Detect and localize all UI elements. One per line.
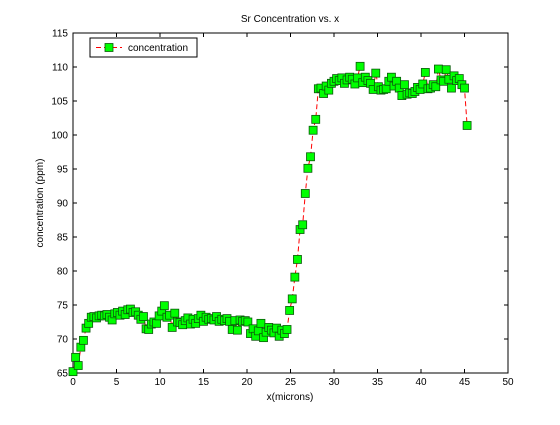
data-point — [462, 121, 472, 130]
x-tick-label: 45 — [459, 377, 471, 388]
chart-title: Sr Concentration vs. x — [241, 14, 339, 25]
y-tick-label: 90 — [57, 199, 69, 210]
data-point — [290, 272, 300, 282]
data-point — [298, 220, 308, 230]
data-point — [71, 352, 81, 362]
axes-box — [72, 32, 509, 374]
x-tick-label: 10 — [154, 377, 166, 388]
x-tick-label: 5 — [114, 377, 120, 388]
x-axis-label: x(microns) — [267, 392, 314, 403]
x-tick-label: 50 — [502, 377, 514, 388]
data-point — [293, 255, 302, 264]
y-tick-label: 75 — [57, 301, 69, 312]
y-tick-label: 115 — [52, 29, 68, 40]
x-tick-label: 0 — [70, 377, 76, 388]
data-point — [355, 61, 365, 71]
x-tick-label: 40 — [415, 377, 427, 388]
y-tick-label: 110 — [52, 63, 68, 74]
y-tick-label: 65 — [57, 369, 69, 380]
data-point — [167, 323, 177, 332]
x-tick-label: 30 — [328, 377, 340, 388]
x-tick-label: 25 — [285, 377, 297, 388]
y-axis-label: concentration (ppm) — [35, 159, 46, 248]
data-point — [308, 125, 318, 135]
data-point — [441, 65, 451, 75]
data-point — [303, 163, 313, 173]
data-point — [152, 318, 161, 328]
y-tick-label: 85 — [57, 233, 69, 244]
data-point — [170, 308, 180, 318]
legend-box — [89, 37, 198, 58]
x-tick-label: 20 — [241, 377, 253, 388]
data-point — [233, 325, 242, 335]
data-point — [139, 312, 148, 321]
data-point — [371, 68, 381, 78]
y-tick-label: 95 — [57, 165, 69, 176]
y-tick-label: 80 — [57, 267, 69, 278]
data-point — [256, 318, 266, 328]
data-point — [285, 306, 295, 315]
x-tick-label: 15 — [198, 377, 210, 388]
data-point — [400, 80, 409, 90]
data-point — [68, 367, 78, 377]
data-point — [306, 152, 315, 162]
data-point — [282, 325, 292, 334]
y-tick-label: 100 — [51, 131, 68, 142]
y-tick-label: 105 — [51, 97, 68, 108]
data-point — [79, 335, 88, 345]
data-point — [460, 83, 469, 93]
x-tick-label: 35 — [372, 377, 384, 388]
data-point — [300, 189, 310, 198]
data-point — [433, 64, 443, 74]
legend-label: concentration — [128, 43, 188, 54]
data-point — [381, 84, 391, 94]
y-tick-label: 70 — [57, 335, 69, 346]
data-point — [243, 317, 253, 327]
legend-marker — [104, 43, 114, 52]
data-point — [447, 83, 456, 93]
legend: concentration — [89, 37, 198, 58]
data-point — [159, 301, 169, 311]
data-point — [420, 68, 430, 77]
data-point — [311, 114, 321, 124]
data-point — [73, 361, 83, 370]
data-point — [287, 294, 297, 304]
data-point — [431, 82, 441, 92]
